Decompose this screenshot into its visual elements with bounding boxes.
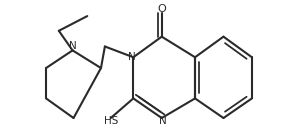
Text: HS: HS bbox=[104, 116, 118, 126]
Text: O: O bbox=[157, 4, 166, 14]
Text: N: N bbox=[69, 41, 76, 51]
Text: N: N bbox=[159, 116, 167, 126]
Text: N: N bbox=[129, 52, 136, 62]
